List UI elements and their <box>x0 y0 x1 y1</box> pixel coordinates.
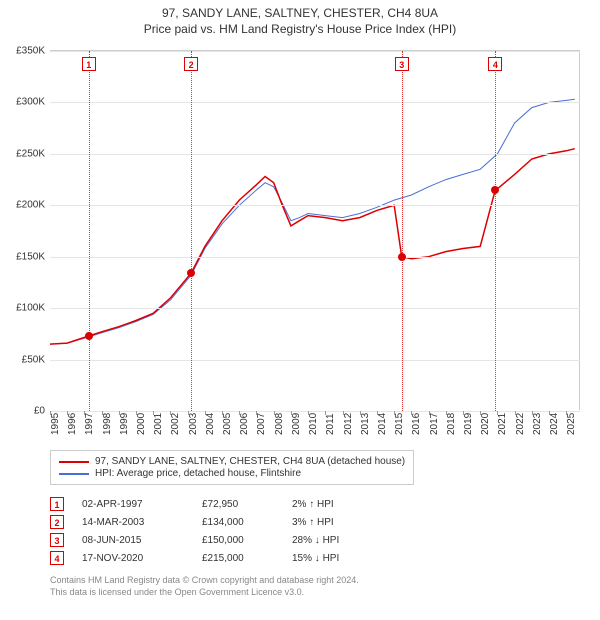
y-axis-label: £0 <box>5 406 45 417</box>
x-axis-label: 2014 <box>377 413 388 435</box>
x-axis-label: 2019 <box>463 413 474 435</box>
txn-price: £72,950 <box>202 499 292 510</box>
x-axis-label: 2016 <box>411 413 422 435</box>
footnote: Contains HM Land Registry data © Crown c… <box>50 575 359 598</box>
txn-date: 14-MAR-2003 <box>82 517 202 528</box>
transaction-row: 4 17-NOV-2020£215,00015% ↓ HPI <box>50 549 352 567</box>
x-axis-label: 2015 <box>394 413 405 435</box>
transactions-table: 102-APR-1997£72,9502% ↑ HPI214-MAR-2003£… <box>50 495 352 567</box>
plot-region: £0£50K£100K£150K£200K£250K£300K£350K1995… <box>50 51 580 411</box>
sale-marker: 4 <box>488 57 502 71</box>
txn-diff: 2% ↑ HPI <box>292 499 352 510</box>
x-axis-label: 2004 <box>205 413 216 435</box>
x-axis-label: 2025 <box>566 413 577 435</box>
txn-date: 08-JUN-2015 <box>82 535 202 546</box>
txn-price: £150,000 <box>202 535 292 546</box>
line-series-svg <box>50 51 580 411</box>
x-axis-label: 2000 <box>136 413 147 435</box>
x-axis-label: 2017 <box>429 413 440 435</box>
x-axis-label: 2010 <box>308 413 319 435</box>
x-axis-label: 2018 <box>446 413 457 435</box>
gridline <box>50 154 580 155</box>
x-axis-label: 2012 <box>343 413 354 435</box>
txn-price: £134,000 <box>202 517 292 528</box>
y-axis-label: £300K <box>5 97 45 108</box>
txn-marker: 3 <box>50 533 64 547</box>
x-axis-label: 1999 <box>119 413 130 435</box>
txn-date: 02-APR-1997 <box>82 499 202 510</box>
y-axis-label: £50K <box>5 354 45 365</box>
x-axis-label: 2005 <box>222 413 233 435</box>
y-axis-label: £200K <box>5 200 45 211</box>
transaction-row: 2 14-MAR-2003£134,0003% ↑ HPI <box>50 513 352 531</box>
chart-area: £0£50K£100K£150K£200K£250K£300K£350K1995… <box>50 50 580 410</box>
txn-diff: 15% ↓ HPI <box>292 553 352 564</box>
sale-dot <box>85 332 93 340</box>
y-axis-label: £100K <box>5 303 45 314</box>
title-block: 97, SANDY LANE, SALTNEY, CHESTER, CH4 8U… <box>0 0 600 36</box>
gridline <box>50 51 580 52</box>
x-axis-label: 2002 <box>170 413 181 435</box>
sale-dot <box>398 253 406 261</box>
txn-marker: 2 <box>50 515 64 529</box>
gridline <box>50 360 580 361</box>
txn-marker: 4 <box>50 551 64 565</box>
x-axis-label: 1996 <box>67 413 78 435</box>
txn-diff: 3% ↑ HPI <box>292 517 352 528</box>
y-axis-label: £250K <box>5 148 45 159</box>
sale-marker: 2 <box>184 57 198 71</box>
sale-dot <box>491 186 499 194</box>
x-axis-label: 2011 <box>325 413 336 435</box>
x-axis-label: 2013 <box>360 413 371 435</box>
x-axis-label: 1998 <box>102 413 113 435</box>
chart-container: 97, SANDY LANE, SALTNEY, CHESTER, CH4 8U… <box>0 0 600 620</box>
sale-vline <box>402 51 403 411</box>
legend-swatch-red <box>59 461 89 463</box>
title-subtitle: Price paid vs. HM Land Registry's House … <box>0 22 600 36</box>
x-axis-label: 2022 <box>515 413 526 435</box>
legend-label: HPI: Average price, detached house, Flin… <box>95 468 301 479</box>
title-address: 97, SANDY LANE, SALTNEY, CHESTER, CH4 8U… <box>0 6 600 20</box>
gridline <box>50 308 580 309</box>
txn-marker: 1 <box>50 497 64 511</box>
txn-price: £215,000 <box>202 553 292 564</box>
sale-dot <box>187 269 195 277</box>
x-axis-label: 2009 <box>291 413 302 435</box>
legend-label: 97, SANDY LANE, SALTNEY, CHESTER, CH4 8U… <box>95 456 405 467</box>
x-axis-label: 2006 <box>239 413 250 435</box>
gridline <box>50 205 580 206</box>
x-axis-label: 2023 <box>532 413 543 435</box>
legend-row: 97, SANDY LANE, SALTNEY, CHESTER, CH4 8U… <box>59 456 405 467</box>
x-axis-label: 2020 <box>480 413 491 435</box>
x-axis-label: 2021 <box>497 413 508 435</box>
txn-date: 17-NOV-2020 <box>82 553 202 564</box>
legend: 97, SANDY LANE, SALTNEY, CHESTER, CH4 8U… <box>50 450 414 485</box>
y-axis-label: £150K <box>5 251 45 262</box>
sale-vline <box>89 51 90 411</box>
sale-vline <box>495 51 496 411</box>
sale-marker: 1 <box>82 57 96 71</box>
x-axis-label: 2008 <box>274 413 285 435</box>
x-axis-label: 1995 <box>50 413 61 435</box>
legend-swatch-blue <box>59 473 89 475</box>
legend-row: HPI: Average price, detached house, Flin… <box>59 468 405 479</box>
transaction-row: 3 08-JUN-2015£150,00028% ↓ HPI <box>50 531 352 549</box>
footnote-line: This data is licensed under the Open Gov… <box>50 587 359 599</box>
gridline <box>50 257 580 258</box>
x-axis-label: 2024 <box>549 413 560 435</box>
transaction-row: 1 02-APR-1997£72,9502% ↑ HPI <box>50 495 352 513</box>
x-axis-label: 2001 <box>153 413 164 435</box>
x-axis-label: 1997 <box>84 413 95 435</box>
sale-vline <box>191 51 192 411</box>
txn-diff: 28% ↓ HPI <box>292 535 352 546</box>
x-axis-label: 2003 <box>188 413 199 435</box>
footnote-line: Contains HM Land Registry data © Crown c… <box>50 575 359 587</box>
gridline <box>50 102 580 103</box>
x-axis-label: 2007 <box>256 413 267 435</box>
y-axis-label: £350K <box>5 46 45 57</box>
sale-marker: 3 <box>395 57 409 71</box>
